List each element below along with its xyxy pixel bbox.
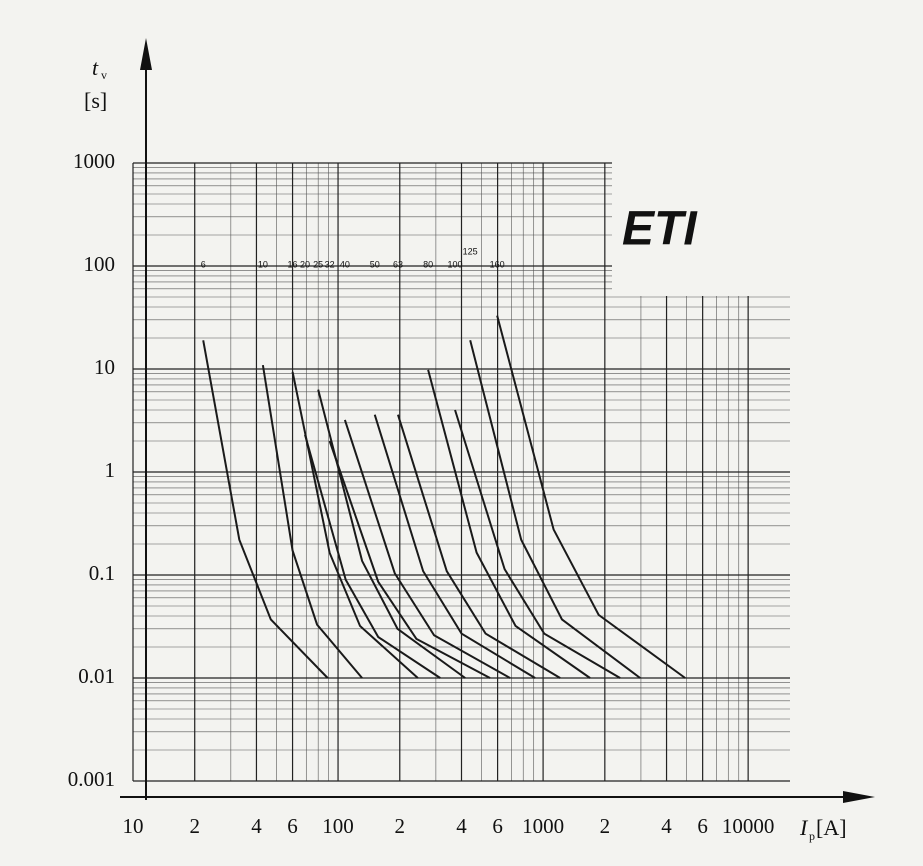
y-tick-label: 0.001 [68, 767, 115, 791]
x-tick-label: 2 [395, 814, 406, 838]
x-tick-label: 6 [697, 814, 708, 838]
x-tick-label: 6 [287, 814, 298, 838]
y-label: t [92, 55, 99, 80]
y-axis-arrow [140, 38, 152, 70]
x-tick-label: 10000 [722, 814, 775, 838]
x-tick-label: 2 [189, 814, 200, 838]
fuse-curve [261, 364, 363, 679]
y-label-sub: v [101, 68, 107, 82]
series-label: 100 [448, 259, 463, 269]
x-label: I [799, 815, 809, 840]
series-label: 6 [201, 259, 206, 269]
fuse-curve [454, 409, 621, 679]
fuse-curve [469, 340, 641, 679]
fuse-curve [496, 315, 686, 679]
x-tick-label: 6 [492, 814, 503, 838]
y-tick-label: 100 [84, 252, 116, 276]
series-label: 80 [423, 259, 433, 269]
series-label: 10 [258, 259, 268, 269]
logo: ETI [622, 203, 698, 256]
x-axis-arrow [843, 791, 875, 803]
fuse-curve [328, 440, 491, 679]
y-tick-label: 0.1 [89, 561, 115, 585]
series-label: 160 [490, 259, 505, 269]
y-unit: [s] [84, 88, 107, 113]
y-tick-label: 1000 [73, 149, 115, 173]
fuse-curve [373, 414, 536, 679]
x-tick-label: 100 [322, 814, 354, 838]
fuse-curve [202, 340, 329, 679]
x-unit: [A] [816, 815, 847, 840]
fuse-curve [291, 371, 419, 679]
x-tick-label: 4 [456, 814, 467, 838]
series-label: 125 [463, 246, 478, 256]
series-label: 32 [325, 259, 335, 269]
x-tick-label: 4 [661, 814, 672, 838]
fuse-curve [317, 389, 466, 679]
y-tick-label: 1 [105, 458, 116, 482]
y-tick-label: 0.01 [78, 664, 115, 688]
x-tick-label: 10 [123, 814, 144, 838]
y-tick-label: 10 [94, 355, 115, 379]
series-label: 20 [300, 259, 310, 269]
series-label: 25 [313, 259, 323, 269]
grid [132, 162, 790, 782]
series-label: 16 [288, 259, 298, 269]
series-label: 40 [340, 259, 350, 269]
x-label-sub: p [809, 829, 815, 843]
fuse-curve [427, 369, 591, 679]
fuse-curve [343, 419, 511, 679]
series-label: 50 [370, 259, 380, 269]
x-tick-label: 4 [251, 814, 262, 838]
fuse-curve [304, 434, 441, 679]
fuse-curve [397, 414, 561, 679]
x-tick-label: 2 [600, 814, 611, 838]
x-tick-label: 1000 [522, 814, 564, 838]
series-label: 63 [393, 259, 403, 269]
